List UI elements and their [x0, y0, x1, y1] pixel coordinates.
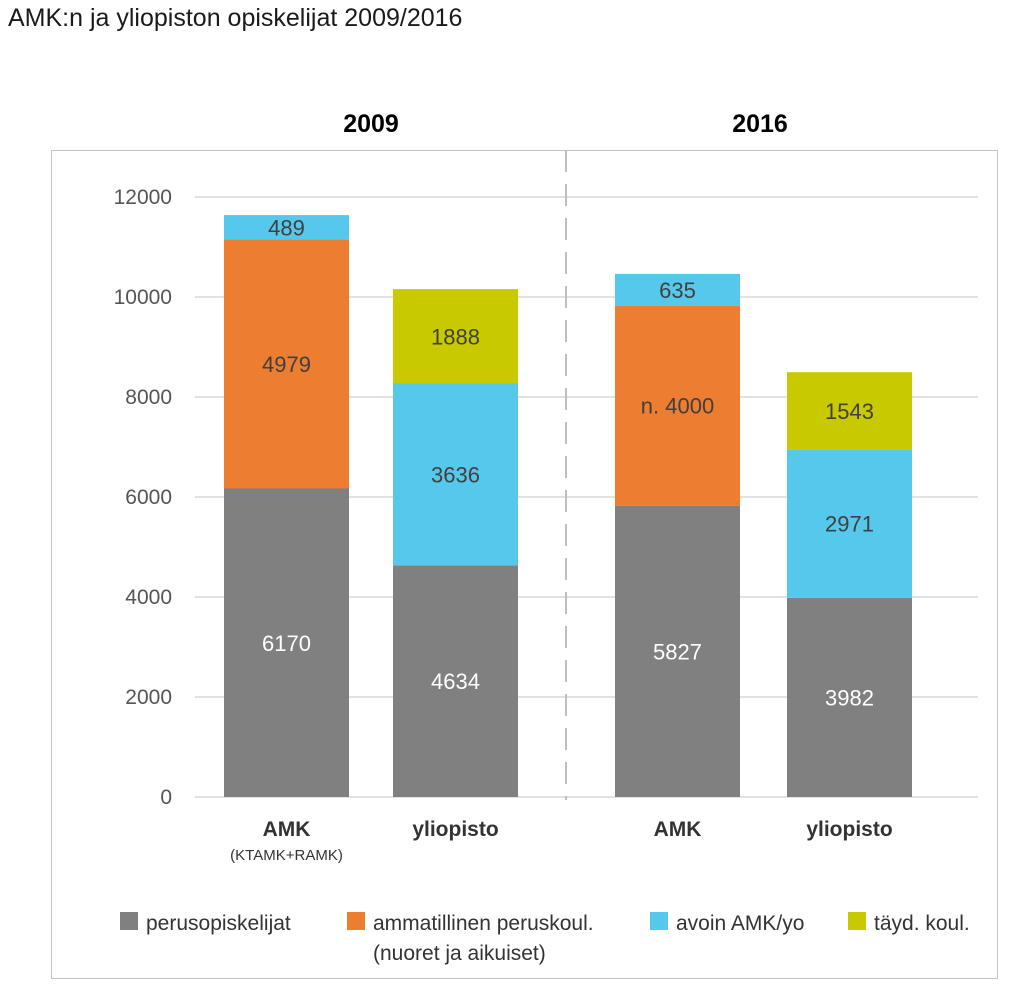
bar-segment [393, 383, 518, 566]
data-label: 4634 [431, 669, 480, 694]
data-label: 6170 [262, 631, 311, 656]
legend-swatch [848, 912, 866, 930]
data-label: 635 [659, 278, 696, 303]
data-label: 1543 [825, 399, 874, 424]
category-label: AMK [263, 818, 311, 841]
data-label: 4979 [262, 352, 311, 377]
bar-segment [787, 449, 912, 598]
bar-segment [224, 488, 349, 797]
data-label: 1888 [431, 324, 480, 349]
category-label: yliopisto [412, 818, 498, 841]
legend-label: avoin AMK/yo [676, 912, 804, 935]
bar-segment [787, 372, 912, 450]
legend-label-line2: (nuoret ja aikuiset) [373, 942, 546, 965]
data-label: 5827 [653, 639, 702, 664]
y-tick-label: 4000 [125, 586, 172, 609]
data-label: 489 [268, 215, 305, 240]
bar-segment [224, 239, 349, 489]
data-label: 3636 [431, 462, 480, 487]
category-label: yliopisto [806, 818, 892, 841]
bar-segment [615, 273, 740, 306]
legend-label: ammatillinen peruskoul. [373, 912, 594, 935]
legend-swatch [347, 912, 365, 930]
y-tick-label: 0 [160, 786, 172, 809]
category-label: AMK [654, 818, 702, 841]
y-tick-label: 12000 [114, 186, 172, 209]
bar-segment [224, 215, 349, 240]
data-label: n. 4000 [641, 394, 714, 419]
bar-segment [393, 565, 518, 797]
bar-segment [787, 597, 912, 797]
bar-segment [615, 505, 740, 797]
y-tick-label: 8000 [125, 386, 172, 409]
group-label-2016: 2016 [732, 110, 788, 138]
data-label: 2971 [825, 512, 874, 537]
bar-segment [615, 305, 740, 506]
group-label-2009: 2009 [343, 110, 399, 138]
data-label: 3982 [825, 685, 874, 710]
chart-frame [51, 150, 998, 979]
bar-segment [393, 289, 518, 384]
category-sublabel: (KTAMK+RAMK) [230, 847, 343, 864]
legend-label: täyd. koul. [874, 912, 970, 935]
y-tick-label: 2000 [125, 686, 172, 709]
y-tick-label: 10000 [114, 286, 172, 309]
page-title: AMK:n ja yliopiston opiskelijat 2009/201… [8, 4, 463, 32]
legend-swatch [650, 912, 668, 930]
y-tick-label: 6000 [125, 486, 172, 509]
legend-label: perusopiskelijat [146, 912, 291, 935]
legend-swatch [120, 912, 138, 930]
